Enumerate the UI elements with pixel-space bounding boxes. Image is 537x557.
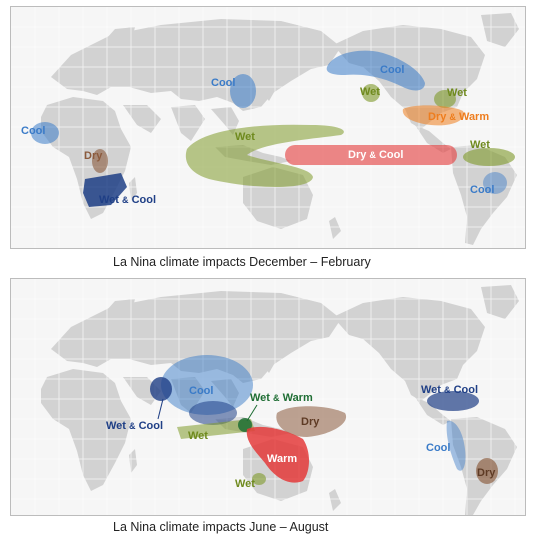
label-dry-argentina: Dry <box>477 467 496 479</box>
label-dry-warm-southern-us: Dry & Warm <box>428 111 490 123</box>
region-wet-ohio-valley <box>434 90 456 108</box>
region-dry-central-pacific <box>276 406 347 437</box>
region-wet-pacific-nw <box>362 84 380 102</box>
caption-dec-feb: La Nina climate impacts December – Febru… <box>113 255 371 269</box>
world-map-jun-aug <box>11 279 525 515</box>
region-wet-cool-south-africa <box>83 173 127 207</box>
label-wet-pacific-nw: Wet <box>360 86 380 98</box>
region-cool-west-africa <box>31 122 59 144</box>
impact-regions <box>150 355 498 485</box>
caption-jun-aug: La Nina climate impacts June – August <box>113 520 329 534</box>
label-cool-alaska-canada: Cool <box>380 64 405 76</box>
region-cool-south-asia <box>161 355 253 415</box>
label-wet-cool-south-africa: Wet & Cool <box>99 194 157 206</box>
label-dry-east-africa: Dry <box>84 150 103 162</box>
region-wet-cool-southeast-asia <box>189 401 237 425</box>
label-wet-cool-india: Wet & Cool <box>106 420 164 432</box>
label-wet-southern-australia: Wet <box>235 478 255 490</box>
region-wet-indian-ocean <box>177 419 255 439</box>
label-cool-west-africa: Cool <box>21 125 46 137</box>
label-wet-northern-south-america: Wet <box>470 139 490 151</box>
label-wet-maritime: Wet <box>235 131 255 143</box>
label-cool-southeast-brazil: Cool <box>470 184 495 196</box>
label-wet-cool-central-america: Wet & Cool <box>421 384 479 396</box>
region-cool-western-south-america <box>446 420 466 471</box>
world-map-dec-feb <box>11 7 525 248</box>
label-cool-east-asia: Cool <box>211 77 236 89</box>
region-wet-maritime <box>185 124 344 187</box>
map-panel-dec-feb: Cool Cool Dry Wet & Cool Wet Cool Wet We… <box>10 6 526 249</box>
region-wet-cool-central-america <box>427 391 479 411</box>
region-wet-southern-australia <box>252 473 266 485</box>
leader-lines <box>157 398 258 422</box>
map-panel-jun-aug: Cool Wet & Cool Wet & Warm Wet Dry Warm … <box>10 278 526 516</box>
label-wet-ohio-valley: Wet <box>447 87 467 99</box>
grid-lines <box>11 7 525 248</box>
region-dry-east-africa <box>92 149 108 173</box>
label-warm-australia: Warm <box>267 453 298 465</box>
label-cool-south-asia: Cool <box>189 385 214 397</box>
region-dry-argentina <box>476 458 498 484</box>
region-wet-northern-south-america <box>463 148 515 166</box>
region-dry-cool-equatorial-pacific <box>285 145 457 165</box>
label-dry-central-pacific: Dry <box>301 416 320 428</box>
region-warm-australia <box>246 426 309 483</box>
label-wet-warm-indonesia: Wet & Warm <box>250 392 313 404</box>
label-cool-western-south-america: Cool <box>426 442 451 454</box>
label-dry-cool-equatorial-pacific: Dry & Cool <box>348 149 404 161</box>
label-wet-indian-ocean: Wet <box>188 430 208 442</box>
region-cool-alaska-canada <box>326 50 425 91</box>
region-wet-cool-india <box>150 377 172 401</box>
region-dry-warm-southern-us <box>402 105 464 126</box>
region-cool-east-asia <box>230 74 256 108</box>
region-cool-southeast-brazil <box>483 172 507 194</box>
grid-lines <box>11 279 525 515</box>
impact-regions <box>31 50 515 207</box>
